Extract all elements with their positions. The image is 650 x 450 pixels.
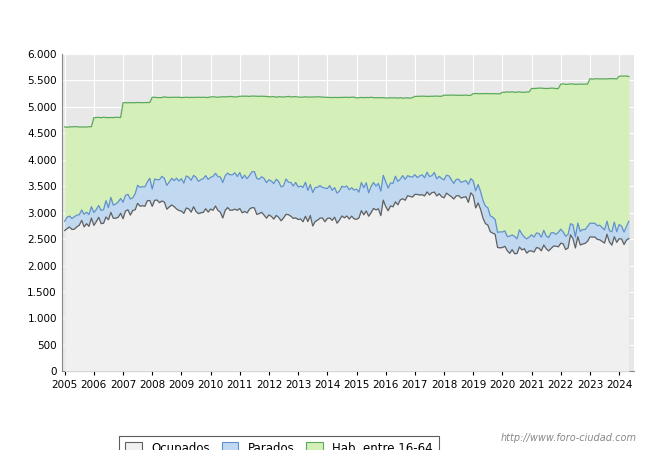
- Text: Santa Coloma de Cervelló - Evolucion de la poblacion en edad de Trabajar Mayo de: Santa Coloma de Cervelló - Evolucion de …: [72, 18, 578, 29]
- Text: http://www.foro-ciudad.com: http://www.foro-ciudad.com: [501, 433, 637, 443]
- Legend: Ocupados, Parados, Hab. entre 16-64: Ocupados, Parados, Hab. entre 16-64: [120, 436, 439, 450]
